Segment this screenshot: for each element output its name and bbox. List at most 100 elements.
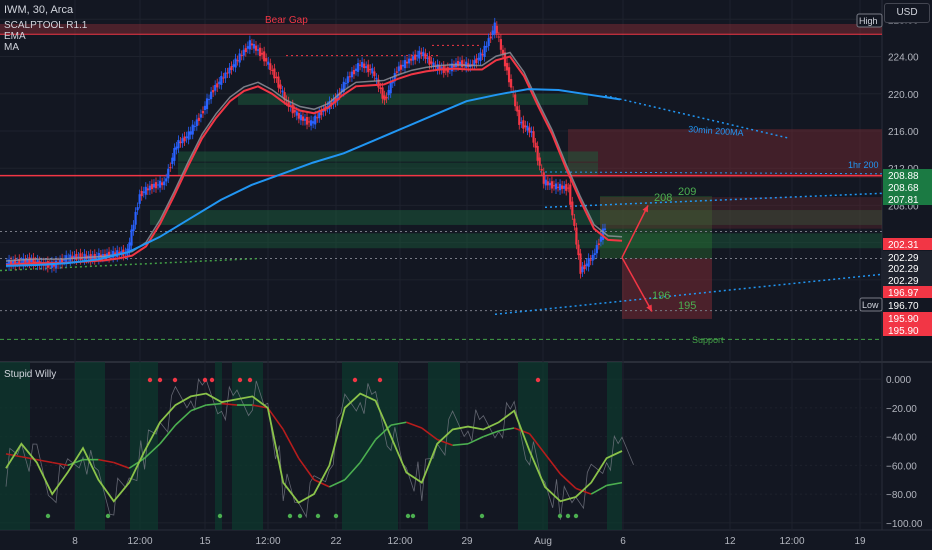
candle-body [267,61,270,65]
candle-body [167,168,170,179]
currency-button[interactable]: USD [884,3,930,23]
candle-body [152,183,156,188]
candle-body [281,90,284,93]
osc-signal-segment [190,404,207,412]
candle-body [156,184,160,186]
candle-body [185,136,188,139]
osc-signal-segment [390,421,407,426]
candle-body [271,69,274,71]
candle-body [493,22,496,34]
price-axis-label: 196.97 [888,288,919,299]
candle-body [528,127,531,133]
candle-body [363,63,366,69]
candle-body [577,244,580,256]
candle-body [32,257,35,265]
candle-body [165,178,168,182]
candle-body [5,262,9,264]
candle-body [485,46,488,48]
osc-tick-label: −40.00 [886,433,917,444]
price-axis-label-bg [883,169,932,181]
candles [5,17,607,279]
price-axis-label: 195.90 [888,326,919,337]
candle-body [30,259,33,262]
osc-overbought-dot [172,377,178,383]
supply-zone [568,129,882,178]
osc-oversold-dot [410,513,416,519]
candle-body [169,167,172,169]
candle-body [456,61,460,67]
candle-body [232,64,235,67]
price-axis-label: 195.90 [888,314,919,325]
candle-body [63,259,66,261]
osc-oversold-dot [217,513,223,519]
low-marker-box [859,297,883,312]
candle-body [297,113,300,119]
ema-fast-line [5,55,623,266]
price-tick-label: 208.00 [888,201,919,212]
ma200-1hr-label: 1hr 200 [848,160,879,170]
candle-body [305,117,309,125]
candle-body [487,38,490,47]
osc-signal-segment [329,479,346,488]
candle-body [432,62,435,67]
candle-body [526,125,529,131]
candle-body [134,211,137,225]
candle-body [220,75,223,85]
candle-body [140,190,143,197]
candle-body [465,61,468,68]
candle-body [452,65,456,68]
candle-body [379,87,382,90]
osc-signal-segment [297,457,315,481]
candle-body [12,260,15,265]
candle-body [424,53,427,59]
candle-body [603,228,607,231]
candle-body [175,146,178,150]
time-tick-label: 22 [330,536,342,547]
osc-signal-segment [313,479,330,488]
candle-body [591,254,594,261]
osc-signal-segment [144,443,161,459]
demand-zone-2 [178,151,598,162]
candle-body [393,73,396,82]
candle-body [383,95,386,101]
price-tick-label: 216.00 [888,127,919,138]
candle-body [144,186,147,195]
osc-signal-segment [406,421,423,429]
candle-body [197,117,200,121]
candle-body [436,64,439,70]
osc-signal-segment [267,407,284,430]
candle-body [346,76,349,84]
demand-zone-1 [238,93,588,105]
candle-body [128,242,131,252]
candle-body [187,131,190,140]
resistance-zone [600,197,882,229]
candle-body [189,131,192,135]
candle-body [358,64,362,66]
candle-body [540,168,543,171]
candle-body [316,117,319,119]
candle-body [246,46,249,49]
candle-body [473,60,476,66]
candle-body [254,45,258,51]
osc-oversold-dot [405,513,411,519]
osc-overbought-dot [352,377,358,383]
candle-body [244,48,247,53]
price-axis-label: 207.81 [888,195,919,206]
osc-tick-label: −80.00 [886,490,917,501]
osc-tick-label: −20.00 [886,404,917,415]
candle-body [575,227,578,245]
upper-channel-line [544,192,883,209]
candle-body [367,64,370,73]
candle-body [258,47,262,57]
price-axis-label: 202.29 [888,276,919,287]
candle-body [593,253,596,255]
candle-body [354,68,358,71]
candle-body [261,52,264,55]
candle-body [373,71,376,77]
price-axis-label-bg [883,238,932,250]
osc-overbought-dot [247,377,253,383]
candle-body [342,81,345,92]
candle-body [491,30,494,36]
candle-body [530,131,533,133]
